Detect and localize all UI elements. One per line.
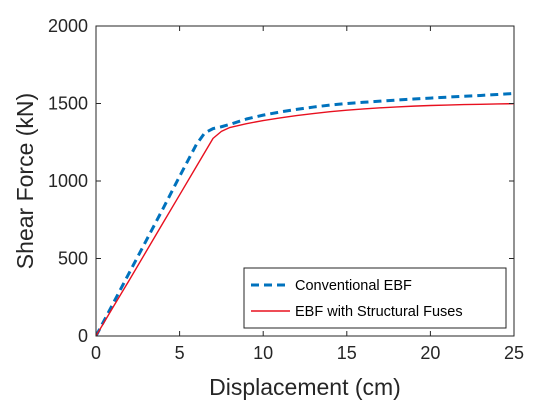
legend-label-1: Conventional EBF [295,278,412,294]
y-tick-label: 1000 [48,171,88,191]
x-tick-label: 15 [337,343,357,363]
x-tick-label: 25 [504,343,524,363]
y-tick-label: 1500 [48,94,88,114]
x-tick-label: 10 [253,343,273,363]
series-line-1 [96,91,514,336]
x-tick-labels: 0 5 10 15 20 25 [91,343,524,363]
axis-ticks [95,25,515,337]
x-tick-label: 0 [91,343,101,363]
x-axis-title: Displacement (cm) [209,374,401,400]
x-tick-label: 20 [420,343,440,363]
y-axis-title: Shear Force (kN) [12,93,38,269]
x-tick-label: 5 [175,343,185,363]
y-tick-label: 0 [78,326,88,346]
y-tick-label: 2000 [48,16,88,36]
legend-box [243,267,507,329]
y-tick-labels: 0 500 1000 1500 2000 [48,16,88,346]
y-tick-label: 500 [58,249,88,269]
legend: Conventional EBF EBF with Structural Fuse… [243,267,507,329]
series-layer [96,91,514,336]
legend-label-2: EBF with Structural Fuses [295,304,463,320]
series-line-2 [96,102,514,336]
